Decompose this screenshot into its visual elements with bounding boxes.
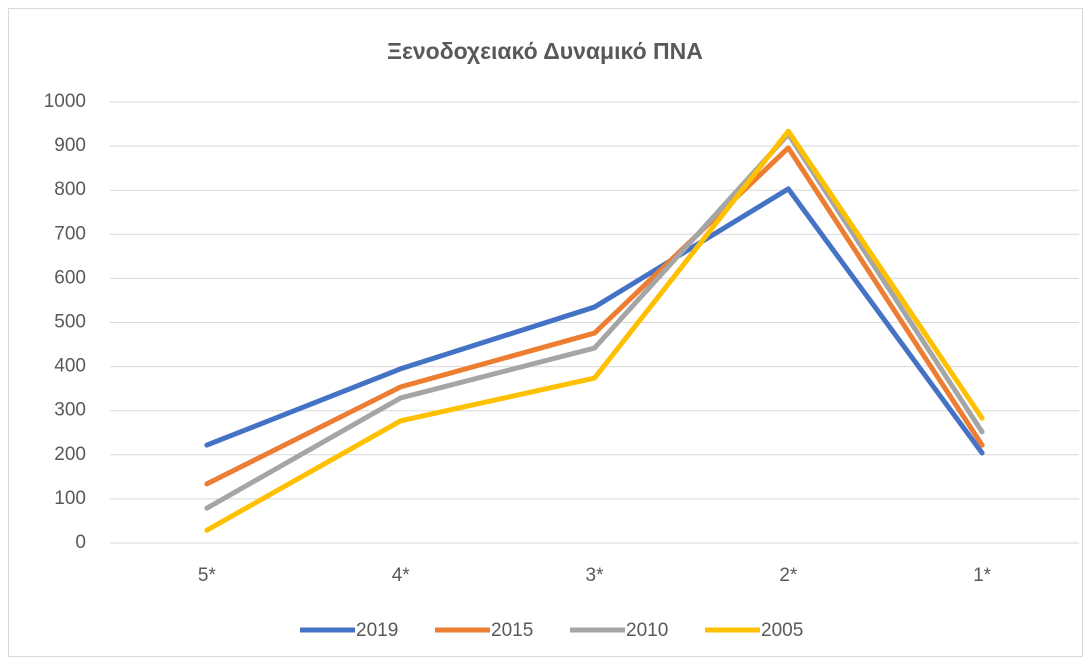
legend-label: 2010 [626, 620, 668, 641]
y-tick-label: 800 [54, 179, 86, 200]
y-tick-label: 300 [54, 400, 86, 421]
y-tick-label: 500 [54, 312, 86, 333]
chart-title: Ξενοδοχειακό Δυναμικό ΠΝΑ [387, 38, 703, 64]
y-tick-label: 200 [54, 444, 86, 465]
line-series [204, 131, 985, 511]
line-series [204, 128, 985, 533]
x-tick-label: 4* [392, 565, 411, 586]
line-series [204, 186, 985, 456]
y-tick-label: 1000 [44, 91, 86, 112]
legend-label: 2005 [761, 620, 803, 641]
x-tick-label: 5* [198, 565, 217, 586]
y-tick-label: 400 [54, 356, 86, 377]
y-tick-label: 600 [54, 267, 86, 288]
x-tick-label: 1* [973, 565, 992, 586]
line-series [204, 145, 985, 487]
y-tick-label: 900 [54, 135, 86, 156]
x-tick-label: 3* [586, 565, 605, 586]
x-tick-label: 2* [779, 565, 798, 586]
y-tick-label: 100 [54, 488, 86, 509]
y-tick-label: 700 [54, 223, 86, 244]
y-tick-label: 0 [75, 532, 86, 553]
legend-label: 2015 [491, 620, 533, 641]
legend-label: 2019 [356, 620, 398, 641]
chart-border [8, 8, 1083, 657]
